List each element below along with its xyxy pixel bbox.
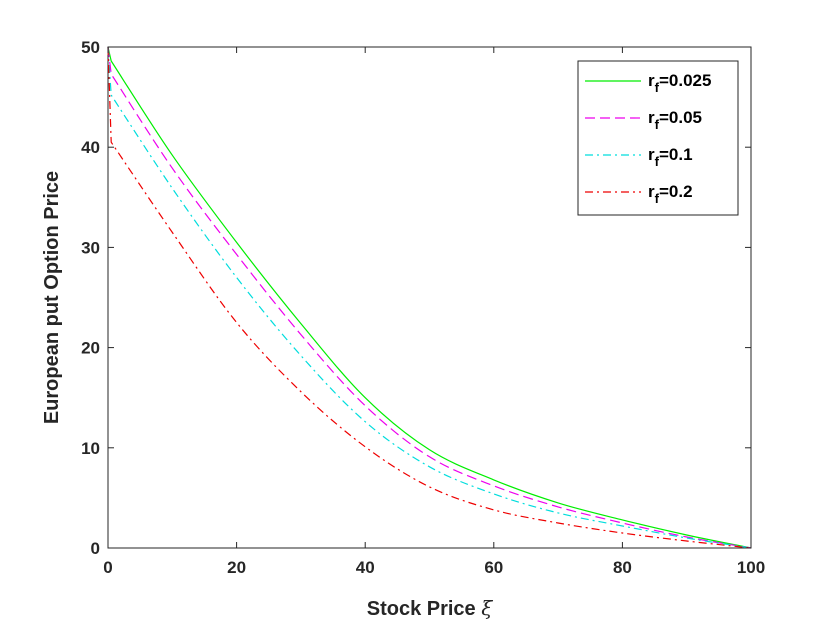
y-tick-label: 20: [81, 339, 100, 358]
x-tick-label: 80: [613, 558, 632, 577]
x-tick-label: 100: [737, 558, 765, 577]
series-line-2: [107, 46, 752, 549]
x-tick-label: 40: [356, 558, 375, 577]
x-tick-label: 0: [103, 558, 112, 577]
x-axis-symbol: ξ: [481, 596, 493, 620]
y-tick-label: 40: [81, 138, 100, 157]
series-line-3: [107, 46, 752, 549]
legend-label-2: rf=0.05: [648, 108, 702, 132]
x-tick-label: 20: [227, 558, 246, 577]
x-tick-label: 60: [484, 558, 503, 577]
legend-label-3: rf=0.1: [648, 145, 693, 169]
series-line-1: [107, 46, 752, 549]
y-tick-label: 30: [81, 238, 100, 257]
legend-box: [577, 60, 739, 216]
series-line-4: [107, 46, 752, 549]
legend-label-4: rf=0.2: [648, 182, 693, 206]
y-tick-label: 50: [81, 38, 100, 57]
x-axis-label-text: Stock Price: [367, 598, 476, 620]
ticks-layer: 0 20 40 60 80 100 0 10 20 30 40 50: [81, 38, 765, 577]
y-tick-label: 10: [81, 439, 100, 458]
y-axis-label: European put Option Price: [41, 171, 63, 424]
legend[interactable]: rf=0.025 rf=0.05 rf=0.1 rf=0.2: [577, 60, 739, 216]
y-tick-label: 0: [91, 539, 100, 558]
legend-label-1: rf=0.025: [648, 71, 711, 95]
x-axis-label: Stock Price ξ: [367, 596, 494, 620]
series-layer: [107, 46, 752, 549]
